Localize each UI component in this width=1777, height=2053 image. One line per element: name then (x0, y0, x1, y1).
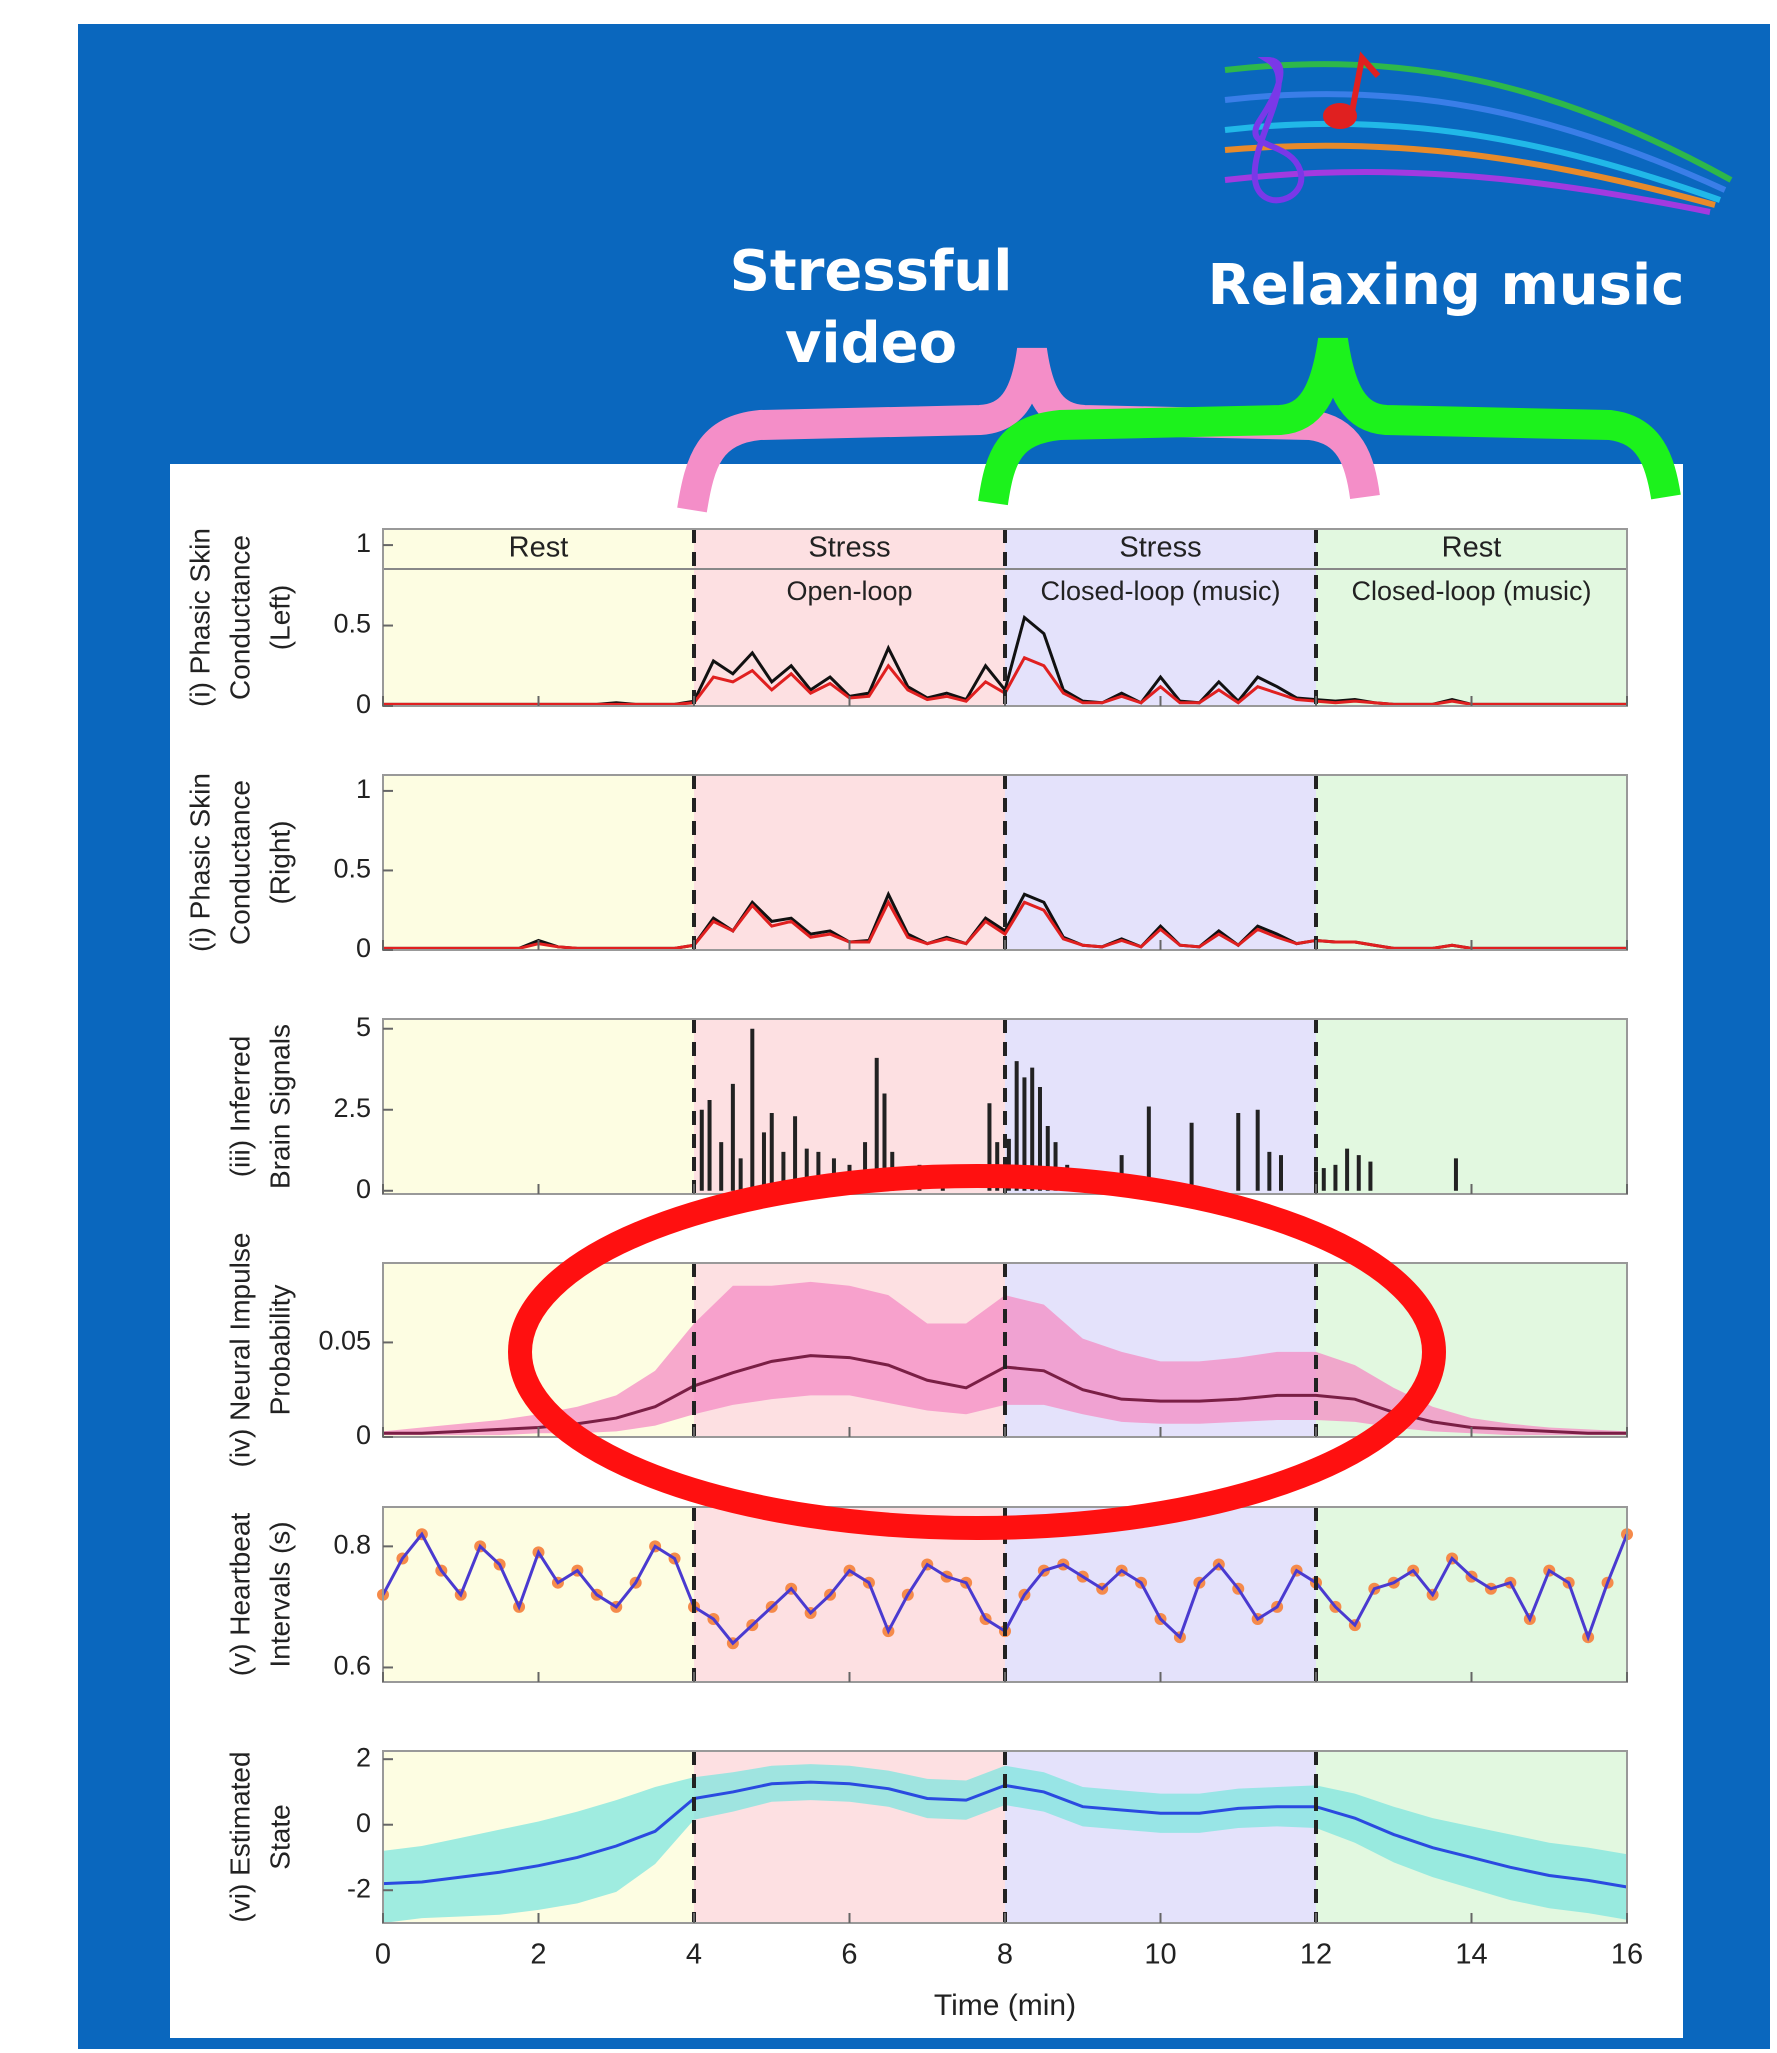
x-tick-label: 16 (1611, 1939, 1643, 1971)
y-axis-label: (vi) Estimated (224, 1751, 255, 1922)
page: Rest Stress Open-loop Stress Closed-loop (mu… (0, 0, 1777, 2053)
phase-background (1316, 1507, 1627, 1682)
y-tick-label: 0 (356, 933, 371, 963)
y-tick-label: 1 (356, 774, 371, 804)
y-tick-label: 0.8 (333, 1529, 371, 1559)
annotation: Stressful video (691, 236, 1051, 380)
phase-label: Rest (1442, 532, 1502, 564)
phase-label: Stress (1119, 532, 1201, 564)
y-tick-label: 2.5 (333, 1093, 371, 1123)
phase-background (383, 775, 694, 950)
x-tick-label: 4 (686, 1939, 702, 1971)
y-axis-label: (i) Phasic Skin (184, 773, 215, 952)
y-tick-label: 0.5 (333, 609, 371, 639)
y-tick-label: 0 (356, 1420, 371, 1450)
phase-background (383, 1019, 694, 1194)
annotation: Relaxing music (1146, 250, 1746, 322)
x-tick-label: 10 (1144, 1939, 1176, 1971)
y-axis-label: Conductance (224, 535, 255, 700)
phase-sublabel: Closed-loop (music) (1351, 576, 1591, 606)
y-axis-label: (i) Phasic Skin (184, 528, 215, 707)
y-tick-label: -2 (347, 1873, 371, 1903)
phase-sublabel: Open-loop (786, 576, 912, 606)
y-tick-label: 2 (356, 1742, 371, 1772)
y-tick-label: 1 (356, 528, 371, 558)
phase-label: Rest (509, 532, 569, 564)
x-tick-label: 14 (1455, 1939, 1487, 1971)
phase-sublabel: Closed-loop (music) (1040, 576, 1280, 606)
y-axis-label: (iv) Neural Impulse (224, 1233, 255, 1468)
y-axis-label: Probability (264, 1285, 295, 1416)
y-axis-label: (Left) (264, 585, 295, 650)
y-axis-label: Brain Signals (264, 1024, 295, 1189)
x-tick-label: 0 (375, 1939, 391, 1971)
y-tick-label: 0.5 (333, 854, 371, 884)
y-tick-label: 0.6 (333, 1651, 371, 1681)
y-axis-label: (v) Heartbeat (224, 1513, 255, 1677)
x-tick-label: 2 (530, 1939, 546, 1971)
y-axis-label: (Right) (264, 820, 295, 904)
x-tick-label: 12 (1300, 1939, 1332, 1971)
y-tick-label: 0 (356, 1174, 371, 1204)
y-tick-label: 0 (356, 1808, 371, 1838)
x-axis-label: Time (min) (934, 1989, 1076, 2022)
y-tick-label: 5 (356, 1012, 371, 1042)
y-tick-label: 0.05 (318, 1326, 371, 1356)
phase-background (1316, 1019, 1627, 1194)
y-axis-label: (iii) Inferred (224, 1036, 255, 1178)
y-axis-label: State (264, 1804, 295, 1869)
x-tick-label: 6 (841, 1939, 857, 1971)
y-axis-label: Intervals (s) (264, 1521, 295, 1667)
phase-background (694, 775, 1005, 950)
x-tick-label: 8 (997, 1939, 1013, 1971)
y-axis-label: Conductance (224, 780, 255, 945)
y-tick-label: 0 (356, 689, 371, 719)
phase-label: Stress (808, 532, 890, 564)
phase-background (383, 1507, 694, 1682)
phase-background (1316, 775, 1627, 950)
